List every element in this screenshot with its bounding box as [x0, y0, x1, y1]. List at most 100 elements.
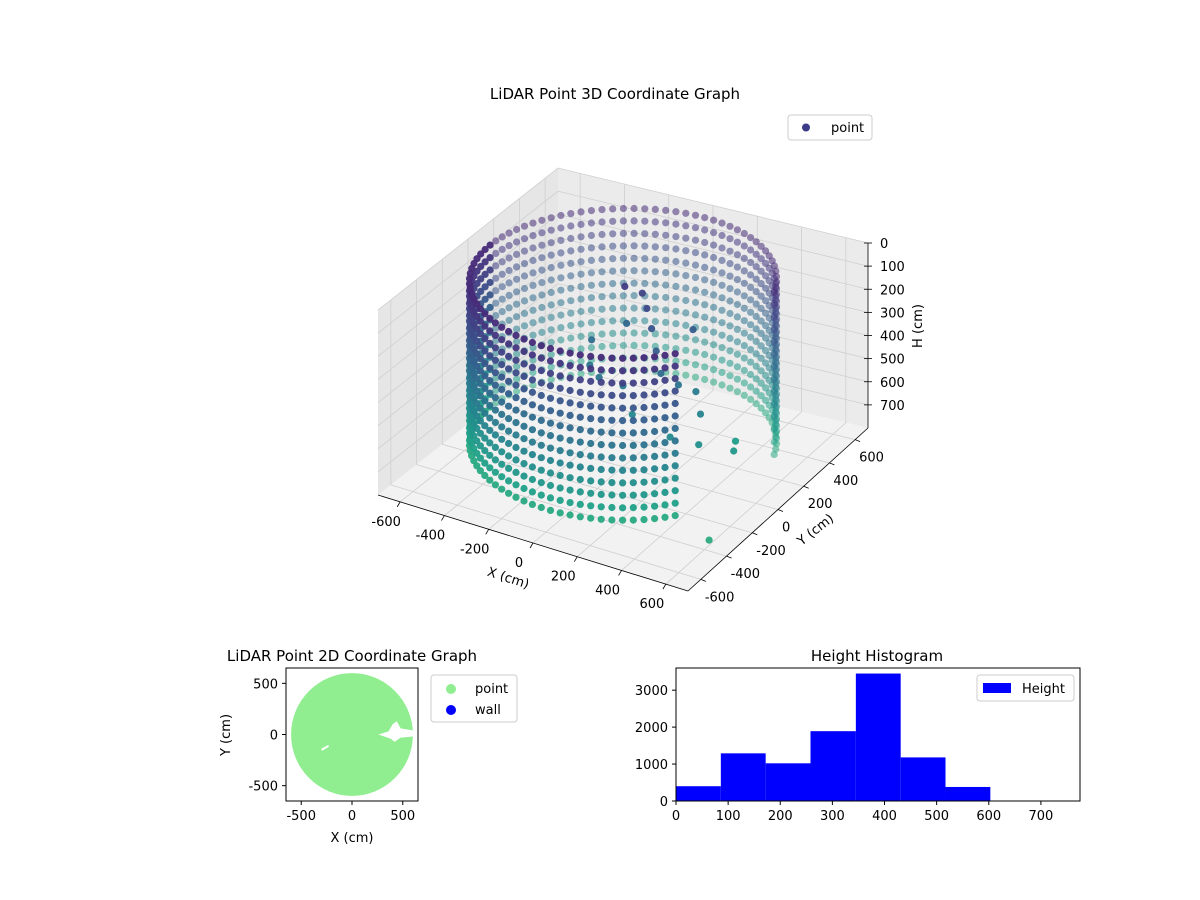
data-point — [486, 439, 494, 447]
data-point — [528, 351, 537, 359]
x-tick-label: -400 — [416, 529, 446, 544]
data-point — [772, 333, 780, 341]
data-point — [528, 500, 537, 508]
data-point — [772, 445, 780, 453]
data-point — [486, 339, 494, 347]
data-point — [529, 219, 537, 227]
z-tick-label: 200 — [880, 283, 905, 298]
data-point — [556, 397, 564, 405]
data-point — [630, 254, 638, 262]
chart-2d-legend-wall-label: wall — [475, 703, 501, 718]
data-point — [505, 340, 513, 348]
data-point — [701, 301, 709, 309]
y-tick-mark — [829, 462, 835, 466]
chart-3d-xlabel: X (cm) — [485, 565, 531, 593]
data-point — [651, 415, 659, 423]
x-tick-label: -200 — [460, 542, 490, 557]
data-point — [597, 366, 605, 374]
data-point — [608, 404, 616, 412]
data-point — [512, 356, 520, 364]
data-point — [556, 484, 564, 492]
data-point — [486, 266, 494, 274]
data-point — [772, 370, 780, 378]
data-point — [557, 249, 565, 257]
data-point — [718, 269, 726, 277]
data-point — [710, 266, 718, 274]
y-tick-label: -200 — [756, 544, 786, 559]
data-point — [619, 454, 627, 462]
data-point — [498, 473, 506, 481]
data-point — [481, 335, 489, 343]
data-point — [537, 404, 545, 412]
histogram-bars — [676, 673, 991, 801]
data-point — [733, 251, 742, 259]
data-point — [651, 305, 659, 313]
data-point — [597, 378, 605, 386]
data-point — [619, 491, 627, 499]
data-point — [770, 388, 778, 396]
data-point — [576, 475, 584, 484]
data-point — [486, 314, 494, 322]
data-point — [537, 379, 545, 387]
data-point — [651, 218, 659, 226]
data-point — [733, 238, 742, 246]
data-point — [609, 329, 617, 337]
data-point — [752, 337, 760, 345]
data-point — [662, 256, 670, 264]
data-point — [752, 275, 760, 283]
y-tick-label: 400 — [833, 474, 858, 489]
data-point — [740, 317, 748, 325]
data-point — [520, 297, 529, 305]
data-point — [576, 513, 584, 521]
chart-3d-legend-box — [787, 114, 873, 141]
data-point — [486, 291, 494, 299]
data-point — [609, 317, 617, 325]
data-point — [630, 242, 638, 250]
data-point — [630, 316, 638, 325]
histogram-bar — [765, 763, 811, 801]
data-point — [505, 402, 513, 410]
data-point — [701, 214, 709, 222]
data-point — [520, 435, 528, 443]
data-point — [718, 381, 726, 389]
data-point — [726, 384, 734, 392]
data-point — [640, 466, 648, 474]
data-point — [557, 311, 565, 319]
data-point — [640, 516, 648, 524]
data-point — [491, 331, 499, 339]
data-point — [619, 242, 628, 250]
z-tick-label: 0 — [880, 237, 888, 252]
data-point — [577, 283, 585, 291]
grid-line-y — [416, 279, 727, 557]
data-point — [692, 388, 700, 396]
data-point — [661, 376, 669, 384]
data-point — [696, 410, 705, 418]
data-point — [651, 365, 659, 373]
data-point — [587, 281, 596, 289]
data-point — [672, 245, 680, 253]
z-tick-label: 700 — [880, 399, 905, 414]
data-point — [492, 237, 500, 245]
data-point — [476, 404, 484, 412]
data-point — [640, 391, 648, 399]
data-point — [691, 311, 700, 319]
data-point — [481, 310, 489, 318]
data-point — [701, 226, 709, 234]
data-point — [498, 295, 506, 303]
data-point — [733, 313, 742, 321]
data-point — [630, 279, 638, 287]
data-point — [520, 222, 529, 230]
data-point — [598, 268, 606, 276]
data-point — [726, 309, 734, 318]
data-point — [587, 294, 596, 302]
data-point — [629, 416, 637, 425]
x-tick-label: 500 — [924, 809, 949, 824]
data-point — [718, 319, 726, 327]
data-point — [598, 330, 606, 338]
data-point — [661, 351, 669, 359]
data-point — [529, 331, 537, 339]
data-point — [619, 354, 627, 362]
data-point — [630, 292, 638, 300]
data-point — [476, 342, 484, 350]
data-point — [512, 443, 520, 452]
